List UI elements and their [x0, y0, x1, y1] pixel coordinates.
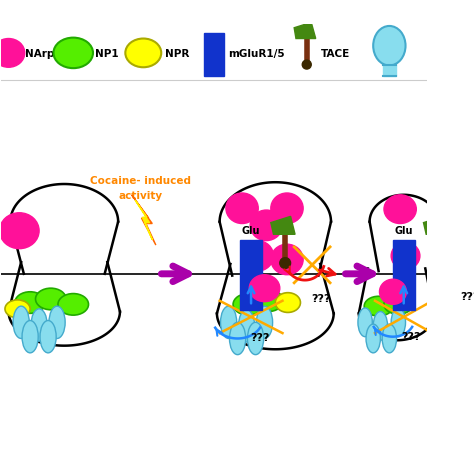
Ellipse shape	[22, 320, 38, 353]
Ellipse shape	[366, 324, 381, 353]
Bar	[383, 65, 396, 76]
Ellipse shape	[271, 193, 303, 224]
Ellipse shape	[275, 292, 301, 312]
Ellipse shape	[432, 258, 443, 268]
Ellipse shape	[49, 306, 65, 338]
Ellipse shape	[391, 308, 406, 337]
Ellipse shape	[373, 311, 388, 340]
Ellipse shape	[0, 38, 25, 67]
Bar	[393, 240, 414, 310]
Ellipse shape	[31, 309, 47, 341]
Ellipse shape	[15, 292, 46, 313]
Ellipse shape	[220, 306, 237, 338]
Ellipse shape	[247, 322, 264, 355]
Ellipse shape	[256, 306, 273, 338]
Ellipse shape	[13, 306, 29, 338]
Ellipse shape	[373, 26, 406, 65]
Ellipse shape	[358, 308, 372, 337]
Text: Glu: Glu	[394, 226, 413, 236]
Text: ???: ???	[250, 334, 270, 344]
Text: ???: ???	[311, 294, 331, 304]
Ellipse shape	[58, 293, 89, 315]
Text: ???: ???	[401, 332, 420, 342]
Bar	[240, 240, 262, 310]
Ellipse shape	[233, 293, 264, 315]
Polygon shape	[271, 216, 295, 234]
Ellipse shape	[384, 195, 416, 224]
Ellipse shape	[36, 288, 66, 310]
Ellipse shape	[125, 38, 161, 67]
Ellipse shape	[384, 294, 413, 314]
Ellipse shape	[302, 60, 311, 69]
Text: NArp: NArp	[25, 49, 54, 59]
Text: Glu: Glu	[242, 226, 260, 236]
Ellipse shape	[0, 213, 39, 249]
Ellipse shape	[382, 324, 397, 353]
Text: NP1: NP1	[95, 49, 118, 59]
Polygon shape	[294, 22, 316, 38]
Polygon shape	[135, 200, 152, 240]
Text: mGluR1/5: mGluR1/5	[228, 49, 284, 59]
Ellipse shape	[54, 37, 93, 68]
Text: TACE: TACE	[321, 49, 350, 59]
Polygon shape	[132, 195, 156, 245]
Ellipse shape	[380, 279, 406, 304]
Ellipse shape	[226, 193, 258, 224]
Bar	[204, 33, 224, 76]
Text: Cocaine- induced: Cocaine- induced	[90, 176, 191, 186]
Ellipse shape	[238, 310, 255, 342]
Ellipse shape	[253, 290, 283, 311]
Ellipse shape	[364, 296, 393, 316]
Text: ???: ???	[460, 292, 474, 302]
Ellipse shape	[241, 241, 273, 271]
Text: NPR: NPR	[165, 49, 189, 59]
Ellipse shape	[5, 300, 30, 318]
Ellipse shape	[280, 258, 291, 268]
Ellipse shape	[40, 320, 56, 353]
Ellipse shape	[271, 244, 303, 275]
Ellipse shape	[229, 322, 246, 355]
Ellipse shape	[391, 242, 420, 269]
Polygon shape	[423, 216, 448, 234]
Text: activity: activity	[118, 191, 163, 201]
Ellipse shape	[250, 210, 283, 241]
Ellipse shape	[249, 275, 280, 301]
